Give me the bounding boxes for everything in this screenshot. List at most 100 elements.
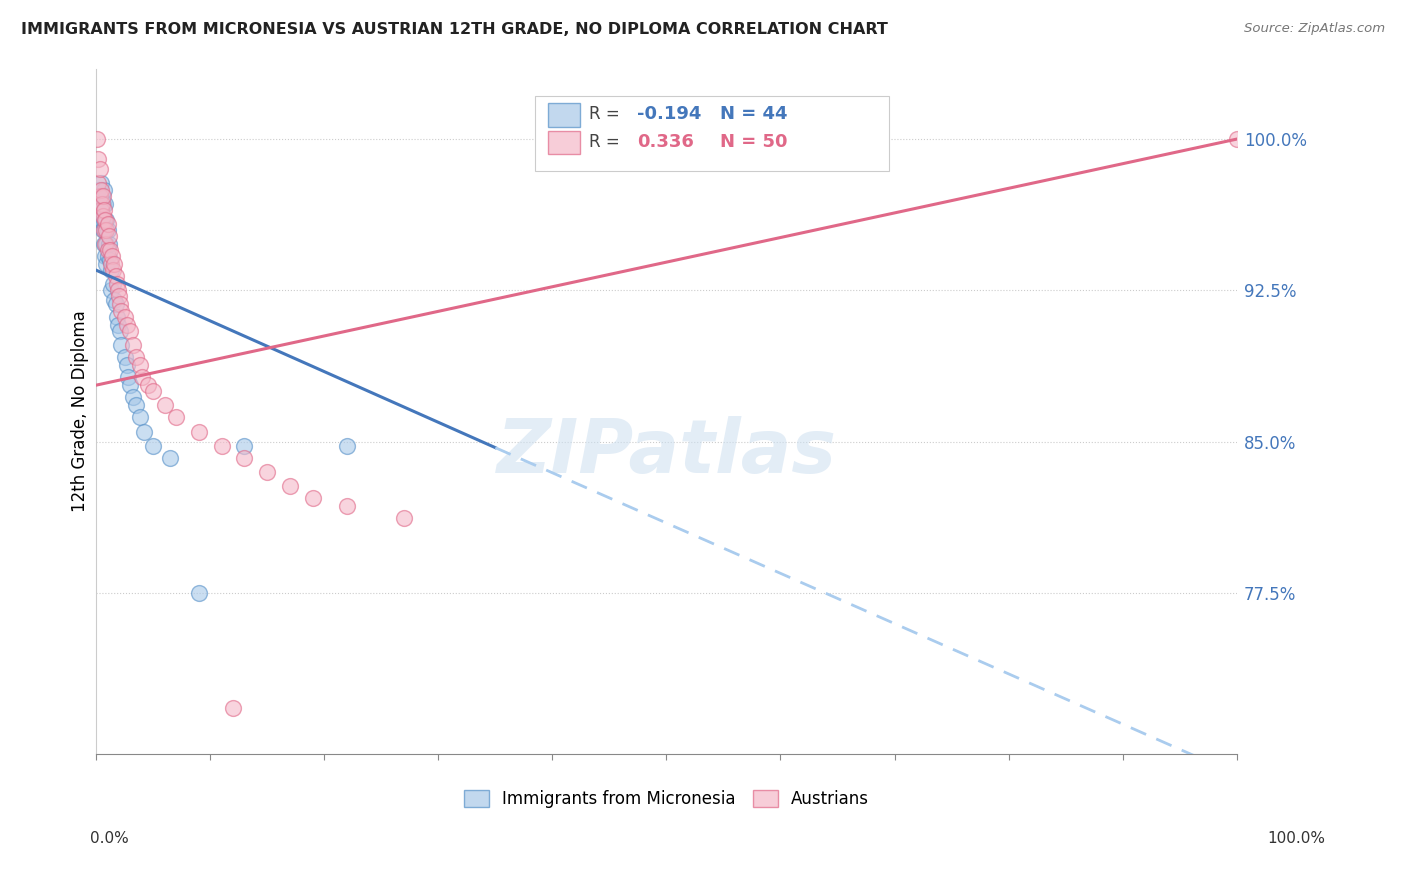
FancyBboxPatch shape (548, 103, 579, 127)
Point (93, 212, 115, 227)
Point (103, 257, 125, 271)
Point (114, 310, 136, 324)
Point (98, 243, 121, 257)
Legend: Immigrants from Micronesia, Austrians: Immigrants from Micronesia, Austrians (457, 783, 876, 814)
Text: ZIPatlas: ZIPatlas (496, 416, 837, 489)
Point (120, 324, 142, 338)
Point (97, 223, 120, 237)
Text: -0.194: -0.194 (637, 105, 702, 123)
Point (136, 378, 159, 392)
Point (121, 338, 143, 352)
Text: 0.0%: 0.0% (90, 831, 129, 846)
Point (159, 450, 181, 465)
Point (97, 243, 120, 257)
Point (117, 370, 139, 384)
Point (125, 398, 148, 412)
Text: N = 50: N = 50 (720, 133, 787, 151)
Point (96, 223, 118, 237)
Y-axis label: 12th Grade, No Diploma: 12th Grade, No Diploma (72, 310, 89, 512)
Point (104, 297, 127, 311)
Point (131, 370, 153, 384)
Point (187, 425, 209, 439)
Point (90, 188, 112, 202)
Text: N = 44: N = 44 (720, 105, 787, 123)
Point (120, 378, 142, 392)
FancyBboxPatch shape (548, 131, 579, 154)
Point (302, 491, 325, 505)
Point (103, 277, 125, 292)
Point (107, 318, 129, 332)
Point (94, 212, 117, 227)
Point (94, 223, 117, 237)
Point (233, 450, 256, 465)
Point (128, 358, 150, 372)
Point (90, 202, 112, 217)
Point (108, 324, 131, 338)
Point (87, 153, 110, 167)
Point (97, 237, 120, 252)
Point (211, 439, 233, 453)
Point (222, 701, 245, 715)
Text: 100.0%: 100.0% (1267, 831, 1326, 846)
Point (153, 398, 176, 412)
Point (132, 425, 155, 439)
Text: IMMIGRANTS FROM MICRONESIA VS AUSTRIAN 12TH GRADE, NO DIPLOMA CORRELATION CHART: IMMIGRANTS FROM MICRONESIA VS AUSTRIAN 1… (21, 22, 889, 37)
FancyBboxPatch shape (536, 96, 889, 171)
Point (98, 253, 121, 268)
Point (114, 350, 136, 364)
Point (125, 350, 148, 364)
Point (105, 277, 128, 292)
Point (115, 318, 138, 332)
Point (110, 338, 132, 352)
Point (115, 358, 138, 372)
Point (392, 511, 415, 525)
Point (91, 209, 114, 223)
Text: R =: R = (589, 133, 630, 151)
Point (87, 182, 110, 196)
Text: R =: R = (589, 105, 624, 123)
Point (97, 217, 120, 231)
Point (97, 228, 120, 243)
Point (187, 586, 209, 600)
Point (142, 384, 165, 399)
Point (1226, 132, 1249, 146)
Point (91, 223, 114, 237)
Point (93, 237, 115, 252)
Point (90, 202, 112, 217)
Point (110, 303, 132, 318)
Point (103, 263, 125, 277)
Point (87, 177, 110, 191)
Point (256, 465, 278, 479)
Point (121, 390, 143, 404)
Point (91, 196, 114, 211)
Point (90, 196, 112, 211)
Point (94, 196, 117, 211)
Point (91, 188, 114, 202)
Point (96, 212, 118, 227)
Point (97, 249, 120, 263)
Point (233, 439, 256, 453)
Point (336, 439, 359, 453)
Point (94, 237, 117, 252)
Point (93, 182, 115, 196)
Point (90, 177, 112, 191)
Point (86, 132, 108, 146)
Point (103, 293, 125, 308)
Point (90, 182, 112, 196)
Point (93, 202, 115, 217)
Point (165, 410, 187, 425)
Point (142, 439, 165, 453)
Point (107, 284, 129, 298)
Point (94, 249, 117, 263)
Point (104, 269, 127, 284)
Point (96, 257, 118, 271)
Point (100, 263, 122, 277)
Point (278, 479, 301, 493)
Point (93, 223, 115, 237)
Point (336, 499, 359, 513)
Text: 0.336: 0.336 (637, 133, 693, 151)
Point (101, 249, 124, 263)
Point (100, 257, 122, 271)
Point (108, 289, 131, 303)
Point (96, 237, 118, 252)
